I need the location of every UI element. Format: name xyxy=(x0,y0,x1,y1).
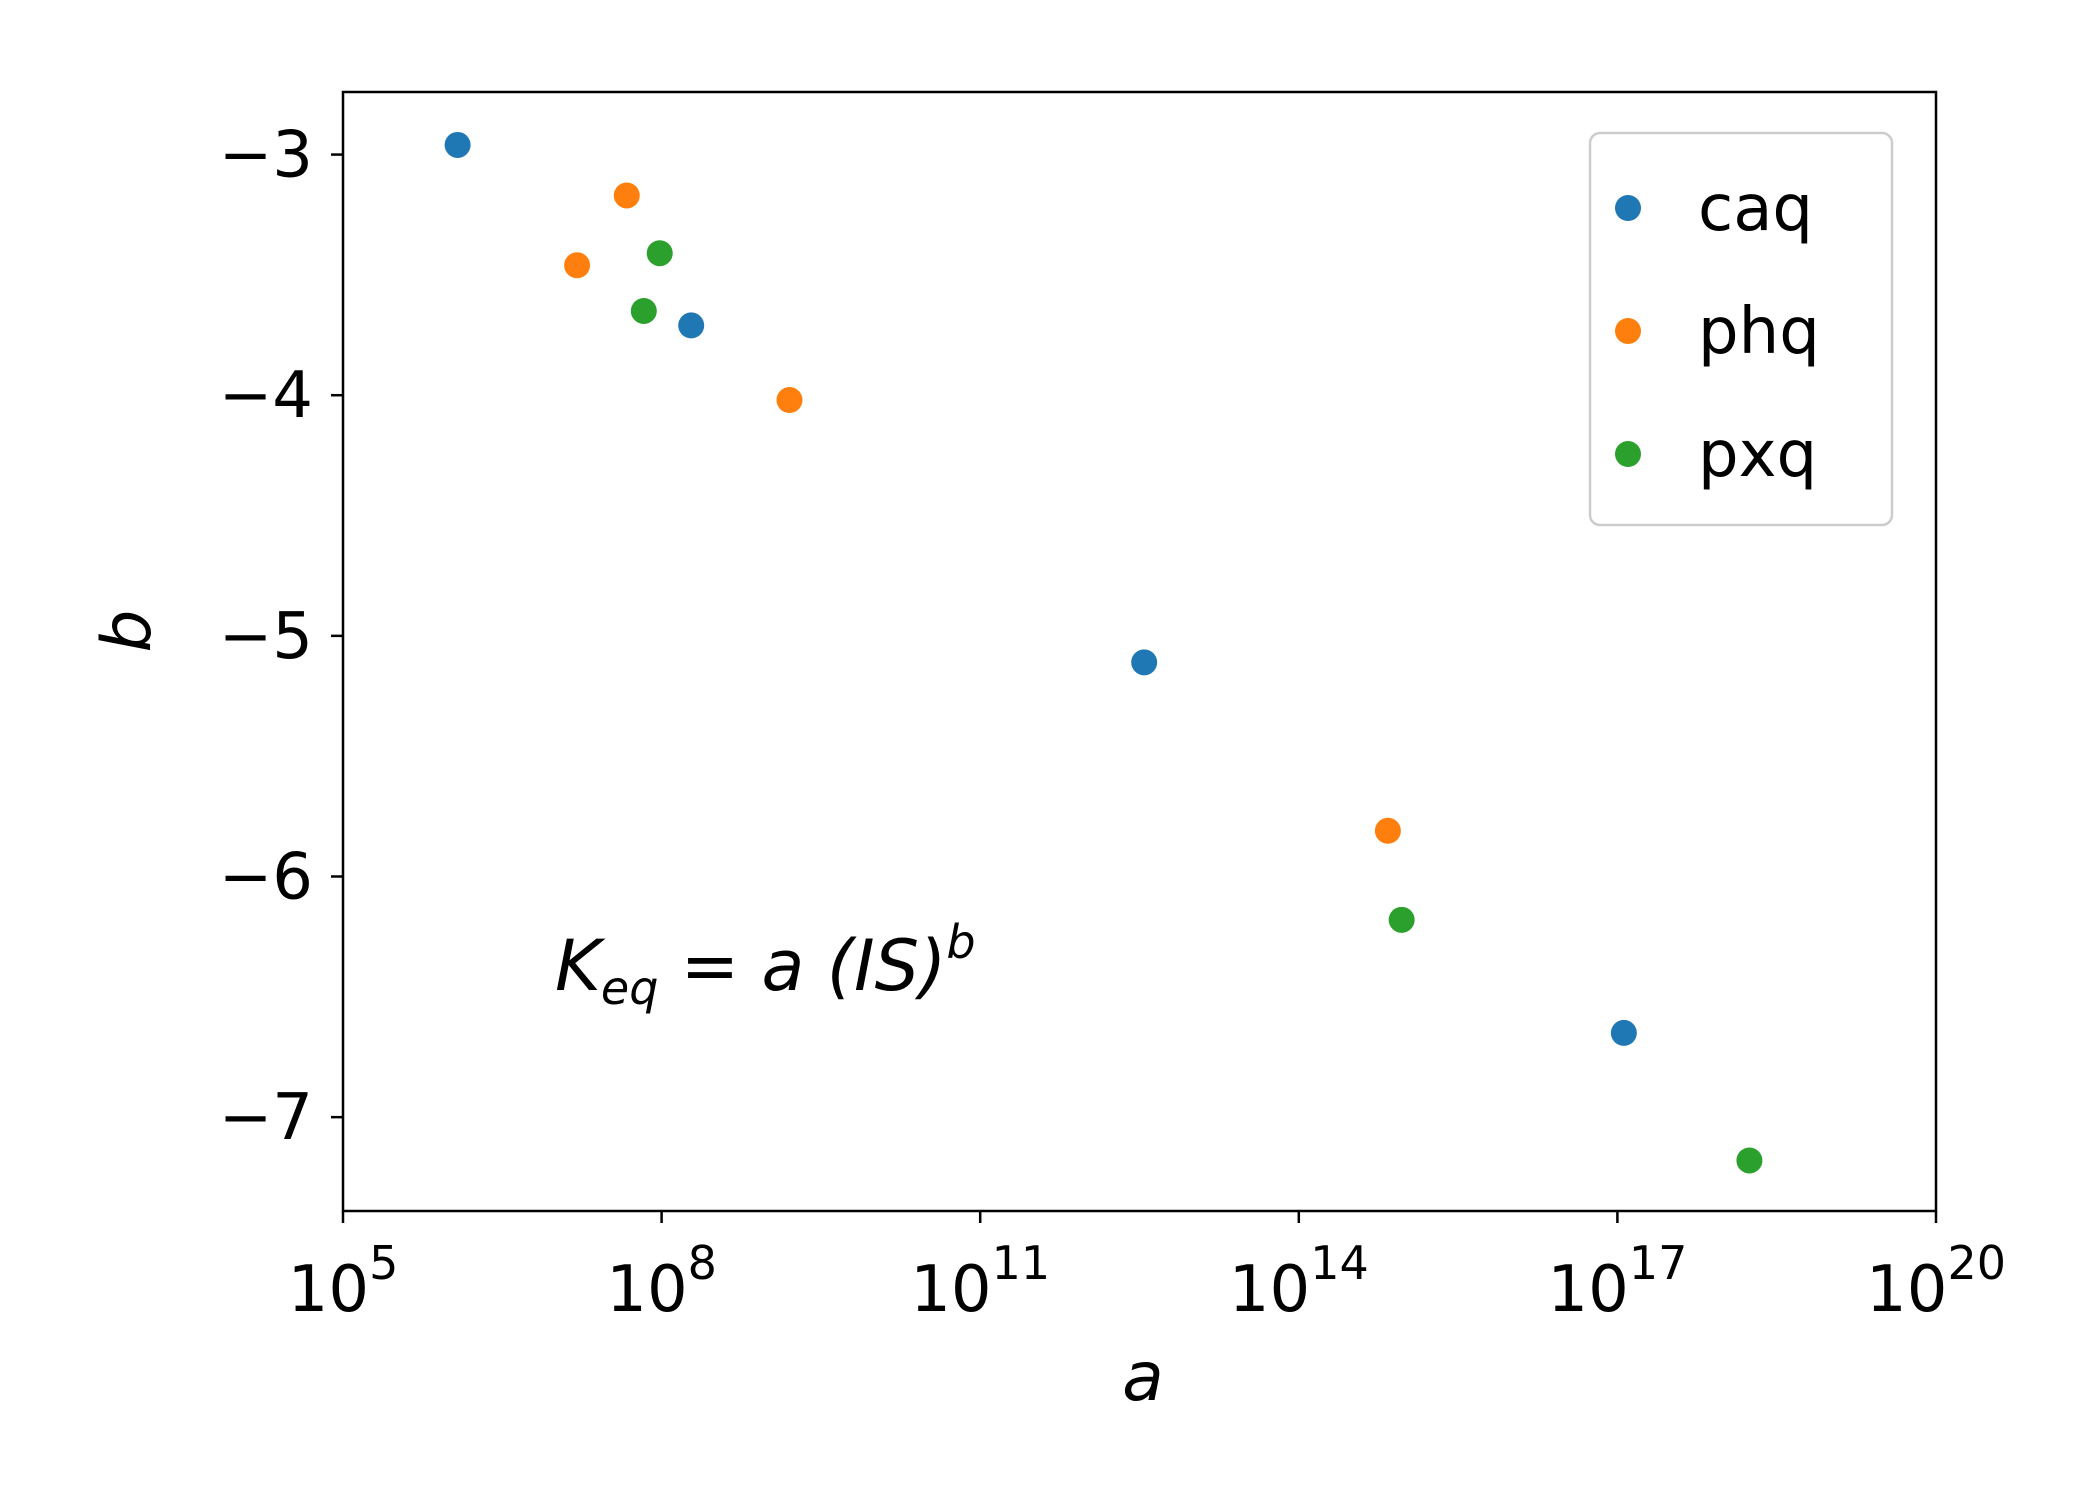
legend-label-pxq: pxq xyxy=(1698,418,1817,492)
plot-frame xyxy=(341,90,1938,1213)
x-tick-label: 1020 xyxy=(1866,1236,2006,1327)
x-axis-ticks: 105 108 1011 1014 1017 1020 xyxy=(288,1211,2006,1327)
point-phq xyxy=(1374,817,1401,844)
legend-frame xyxy=(1588,131,1894,527)
equation-annotation: Keq = a (IS)b xyxy=(555,915,976,1015)
point-pxq xyxy=(646,240,673,267)
equation-middle: = a (IS) xyxy=(658,925,946,1007)
point-pxq xyxy=(630,297,657,324)
legend-label-caq: caq xyxy=(1698,172,1813,246)
x-tick-label: 105 xyxy=(288,1236,399,1327)
point-pxq xyxy=(1388,906,1415,933)
x-tick-label: 108 xyxy=(606,1236,717,1327)
x-axis-label: a xyxy=(1122,1338,1164,1417)
legend: caq phq pxq xyxy=(1588,131,1894,527)
point-phq xyxy=(776,387,803,414)
x-tick-label: 1017 xyxy=(1547,1236,1687,1327)
point-caq xyxy=(1610,1019,1637,1046)
legend-label-phq: phq xyxy=(1698,295,1820,369)
x-tick-label: 1014 xyxy=(1229,1236,1369,1327)
legend-marker-phq xyxy=(1615,318,1641,344)
point-phq xyxy=(564,252,591,279)
point-caq xyxy=(678,312,705,339)
data-points xyxy=(444,131,1763,1174)
equation-k: K xyxy=(555,925,606,1007)
legend-marker-pxq xyxy=(1615,441,1641,467)
point-caq xyxy=(444,131,471,158)
point-pxq xyxy=(1736,1147,1763,1174)
y-tick-label: −7 xyxy=(219,1081,313,1155)
point-phq xyxy=(613,182,640,209)
x-tick-label: 1011 xyxy=(910,1236,1050,1327)
y-tick-label: −4 xyxy=(219,359,313,433)
equation-subscript: eq xyxy=(601,961,659,1015)
equation-superscript: b xyxy=(946,915,975,969)
y-tick-label: −5 xyxy=(219,600,313,674)
y-axis-ticks: −3 −4 −5 −6 −7 xyxy=(219,119,343,1155)
point-caq xyxy=(1131,649,1158,676)
legend-marker-caq xyxy=(1615,195,1641,221)
y-tick-label: −3 xyxy=(219,119,313,193)
y-tick-label: −6 xyxy=(219,841,313,915)
plot-area xyxy=(341,90,1938,1213)
y-axis-label: b xyxy=(88,609,167,652)
